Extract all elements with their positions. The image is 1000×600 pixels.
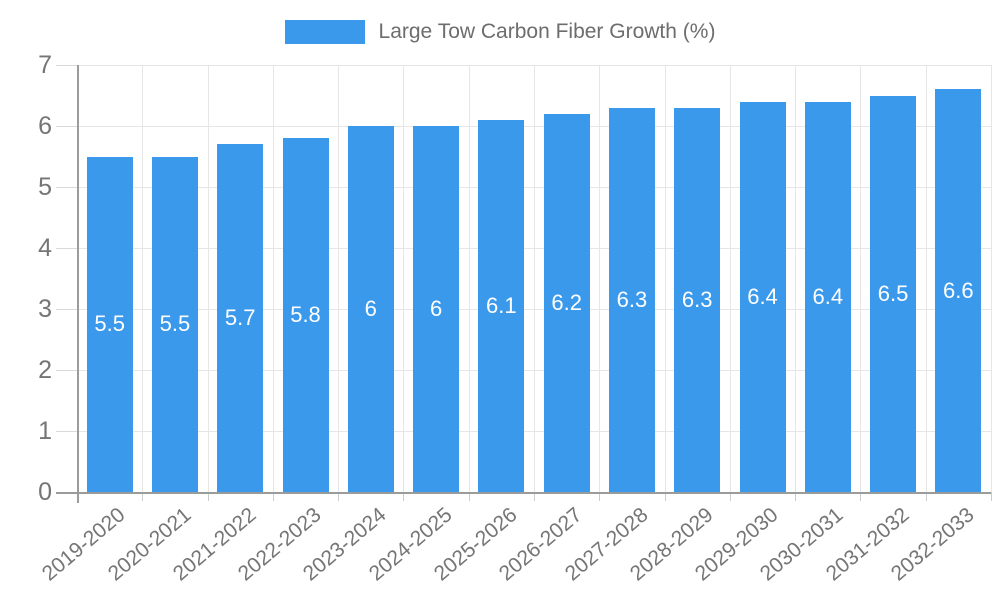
bar[interactable] bbox=[674, 107, 721, 492]
y-axis-tick-label: 3 bbox=[38, 295, 52, 323]
bar[interactable] bbox=[413, 126, 460, 492]
x-axis-tick bbox=[925, 492, 927, 501]
bar[interactable] bbox=[347, 126, 394, 492]
bar[interactable] bbox=[478, 119, 525, 492]
gridline-vertical bbox=[860, 65, 862, 492]
bar[interactable] bbox=[870, 95, 917, 492]
bar-value-label: 6 bbox=[364, 296, 377, 321]
gridline-vertical bbox=[991, 65, 992, 492]
bar[interactable] bbox=[804, 101, 851, 492]
bar-value-label: 5.5 bbox=[94, 311, 125, 337]
bar[interactable] bbox=[543, 113, 590, 492]
bar[interactable] bbox=[86, 156, 133, 492]
x-axis-tick bbox=[534, 492, 535, 501]
y-axis-tick bbox=[56, 126, 77, 127]
y-axis-tick-label: 7 bbox=[38, 51, 52, 79]
bar-value-label: 6 bbox=[429, 296, 443, 321]
bar[interactable] bbox=[282, 138, 329, 492]
x-axis-tick bbox=[729, 492, 731, 501]
y-axis-tick bbox=[56, 187, 77, 188]
gridline-vertical bbox=[142, 65, 144, 492]
gridline-vertical bbox=[207, 65, 209, 492]
gridline-vertical bbox=[403, 65, 405, 492]
bar[interactable] bbox=[935, 89, 982, 492]
bar-value-label: 6.3 bbox=[681, 286, 713, 312]
bar[interactable] bbox=[151, 156, 198, 492]
bar-value-label: 6.4 bbox=[812, 283, 844, 309]
y-axis-tick bbox=[56, 248, 77, 249]
bar[interactable] bbox=[739, 101, 786, 492]
bar-value-label: 6.1 bbox=[486, 292, 517, 318]
gridline-vertical bbox=[729, 65, 731, 492]
x-axis-tick bbox=[142, 492, 144, 501]
y-axis-tick-label: 6 bbox=[38, 112, 52, 140]
bar[interactable] bbox=[608, 107, 655, 492]
gridline-vertical bbox=[795, 65, 797, 492]
x-axis-tick bbox=[207, 492, 209, 501]
bar-value-label: 5.7 bbox=[224, 305, 256, 331]
bar-value-label: 5.5 bbox=[159, 311, 191, 337]
y-axis-tick-label: 5 bbox=[38, 173, 52, 201]
bar[interactable] bbox=[217, 144, 264, 492]
bar-value-label: 6.6 bbox=[943, 277, 974, 303]
gridline-vertical bbox=[338, 65, 340, 492]
legend-label: Large Tow Carbon Fiber Growth (%) bbox=[378, 20, 716, 43]
x-axis-tick bbox=[664, 492, 666, 501]
y-axis-tick-label: 1 bbox=[38, 417, 52, 445]
x-axis-tick bbox=[403, 492, 405, 501]
gridline-vertical bbox=[272, 65, 274, 492]
gridline-vertical bbox=[664, 65, 666, 492]
y-axis-tick bbox=[56, 431, 77, 432]
bar-value-label: 6.3 bbox=[616, 286, 648, 312]
x-axis-tick bbox=[991, 492, 992, 501]
bar-value-label: 6.5 bbox=[877, 280, 909, 306]
legend[interactable]: Large Tow Carbon Fiber Growth (%) bbox=[0, 18, 1000, 46]
y-axis-tick bbox=[56, 370, 77, 371]
y-axis-tick bbox=[56, 65, 77, 66]
x-axis-tick bbox=[795, 492, 797, 501]
bar-value-label: 6.4 bbox=[747, 283, 778, 309]
x-axis-tick bbox=[599, 492, 601, 501]
y-axis-tick-label: 4 bbox=[38, 234, 52, 262]
bar-value-label: 6.2 bbox=[551, 289, 582, 315]
x-axis-tick bbox=[860, 492, 862, 501]
gridline-vertical bbox=[599, 65, 601, 492]
bar-value-label: 5.8 bbox=[290, 302, 321, 328]
x-axis-tick bbox=[338, 492, 340, 501]
gridline-vertical bbox=[925, 65, 927, 492]
gridline-vertical bbox=[468, 65, 470, 492]
y-axis-tick-label: 2 bbox=[38, 356, 52, 384]
x-axis-tick bbox=[468, 492, 470, 501]
y-axis-line bbox=[77, 65, 79, 503]
legend-swatch bbox=[284, 20, 365, 44]
x-axis-baseline bbox=[56, 492, 991, 494]
gridline-vertical bbox=[534, 65, 535, 492]
y-axis-tick bbox=[56, 309, 77, 310]
y-axis-tick-label: 0 bbox=[38, 478, 52, 506]
x-axis-tick bbox=[272, 492, 274, 501]
